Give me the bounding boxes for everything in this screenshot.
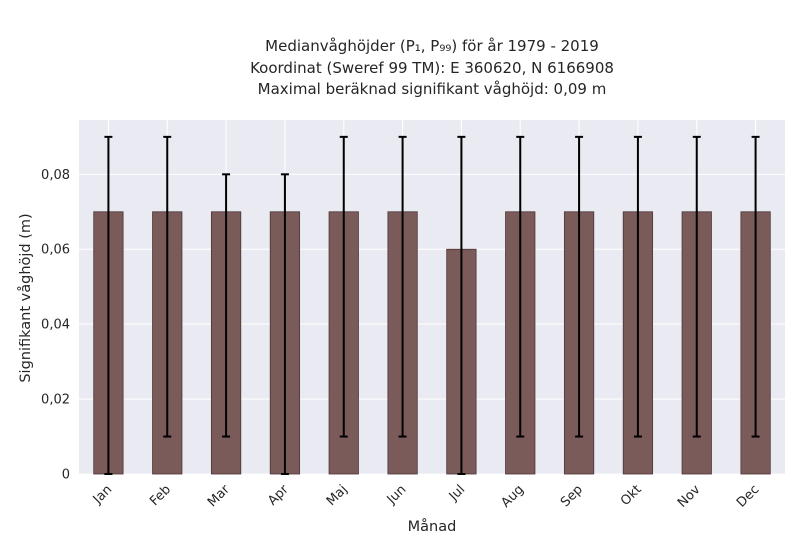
x-tick-label: Maj: [324, 482, 351, 509]
error-bar-feb: [163, 135, 172, 438]
x-axis-ticks: Jan Feb Mar Apr Maj Jun Jul Aug Sep Okt Nov Dec: [90, 482, 763, 511]
error-bar-jul: [457, 135, 466, 475]
error-bar-mar: [222, 173, 231, 438]
y-axis-label: Signifikant våghöjd (m): [17, 213, 34, 382]
chart-title: Medianvåghöjder (P₁, P₉₉) för år 1979 - …: [250, 37, 614, 98]
y-axis-ticks: 0 0,02 0,04 0,06 0,08: [41, 168, 70, 483]
x-tick-label: Nov: [675, 482, 704, 511]
x-tick-label: Jul: [446, 482, 468, 504]
x-tick-label: Apr: [265, 482, 292, 509]
plot-area: [79, 120, 785, 474]
x-axis-label: Månad: [408, 518, 457, 535]
x-tick-label: Dec: [734, 482, 762, 510]
title-line-1: Medianvåghöjder (P₁, P₉₉) för år 1979 - …: [265, 37, 599, 55]
title-line-2: Koordinat (Sweref 99 TM): E 360620, N 61…: [250, 59, 614, 77]
title-line-3: Maximal beräknad signifikant våghöjd: 0,…: [258, 80, 607, 98]
error-bar-jun: [398, 135, 407, 438]
error-bar-jan: [104, 135, 113, 475]
y-tick-label: 0,04: [41, 318, 70, 333]
error-bar-nov: [692, 135, 701, 438]
error-bar-okt: [633, 135, 642, 438]
x-tick-label: Jan: [90, 482, 115, 507]
x-tick-label: Aug: [499, 482, 528, 511]
error-bar-maj: [339, 135, 348, 438]
y-tick-label: 0: [62, 468, 70, 483]
x-tick-label: Jun: [384, 482, 410, 508]
error-bars: [104, 135, 760, 475]
y-tick-label: 0,06: [41, 243, 70, 258]
x-tick-label: Sep: [558, 482, 586, 510]
error-bar-dec: [751, 135, 760, 438]
error-bar-sep: [575, 135, 584, 438]
error-bar-apr: [280, 173, 289, 475]
y-tick-label: 0,02: [41, 393, 70, 408]
x-tick-label: Okt: [618, 482, 645, 509]
error-bar-aug: [516, 135, 525, 438]
x-tick-label: Feb: [147, 482, 174, 509]
y-tick-label: 0,08: [41, 168, 70, 183]
x-tick-label: Mar: [205, 482, 233, 510]
